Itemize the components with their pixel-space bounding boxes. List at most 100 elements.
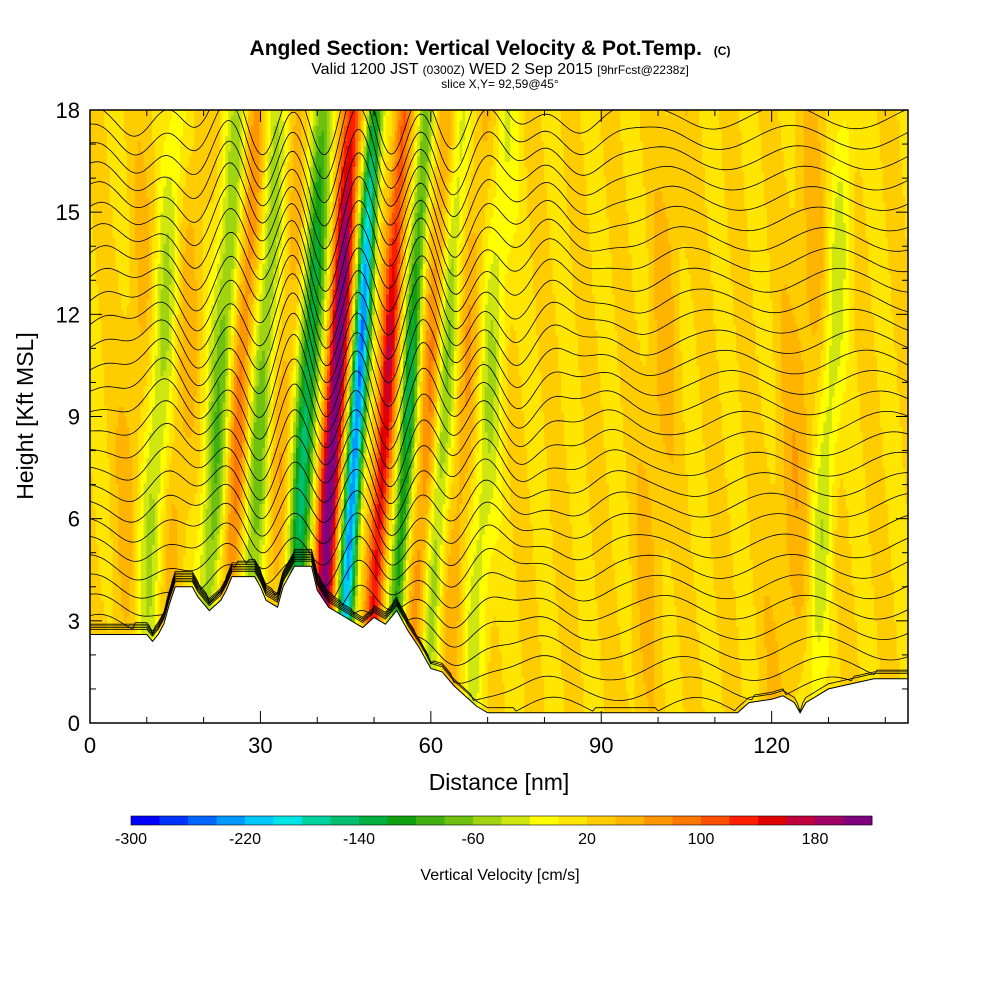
velocity-cell	[532, 651, 537, 658]
velocity-cell	[733, 646, 737, 653]
velocity-cell	[594, 702, 599, 709]
velocity-cell	[687, 641, 692, 647]
velocity-cell	[865, 641, 870, 647]
velocity-cell	[654, 677, 658, 683]
velocity-cell	[682, 671, 686, 678]
velocity-cell	[642, 687, 647, 693]
velocity-cell	[761, 682, 765, 688]
velocity-cell	[758, 656, 762, 663]
velocity-cell	[577, 646, 582, 653]
velocity-cell	[530, 671, 534, 678]
velocity-cell	[885, 651, 889, 658]
velocity-cell	[834, 661, 839, 668]
velocity-cell	[549, 641, 554, 647]
velocity-cell	[566, 651, 571, 658]
velocity-cell	[597, 707, 602, 714]
velocity-cell	[552, 641, 557, 647]
velocity-cell	[558, 687, 562, 693]
velocity-cell	[899, 646, 903, 653]
velocity-cell	[479, 697, 483, 704]
velocity-cell	[479, 677, 483, 683]
velocity-cell	[851, 636, 856, 642]
velocity-cell	[809, 646, 813, 653]
velocity-cell	[905, 661, 908, 668]
velocity-cell	[690, 656, 695, 663]
velocity-cell	[806, 682, 810, 688]
velocity-cell	[453, 682, 458, 688]
velocity-cell	[724, 697, 729, 704]
velocity-cell	[893, 636, 898, 642]
velocity-cell	[792, 651, 796, 658]
velocity-cell	[549, 687, 554, 693]
velocity-cell	[558, 697, 562, 704]
velocity-cell	[772, 641, 777, 647]
velocity-cell	[617, 636, 621, 642]
velocity-cell	[781, 661, 785, 668]
velocity-cell	[465, 646, 469, 653]
velocity-cell	[583, 682, 588, 688]
velocity-cell	[555, 661, 559, 668]
velocity-cell	[814, 666, 819, 673]
velocity-cell	[640, 697, 644, 704]
velocity-cell	[687, 707, 692, 714]
velocity-cell	[769, 677, 774, 683]
velocity-cell	[490, 671, 494, 678]
velocity-cell	[634, 707, 638, 714]
velocity-cell	[479, 671, 483, 678]
velocity-cell	[561, 651, 565, 658]
velocity-cell	[561, 682, 565, 688]
velocity-cell	[473, 692, 478, 699]
velocity-cell	[781, 656, 785, 663]
velocity-cell	[535, 677, 540, 683]
velocity-cell	[789, 671, 793, 678]
velocity-cell	[532, 641, 537, 647]
velocity-cell	[634, 646, 638, 653]
velocity-cell	[623, 646, 627, 653]
velocity-cell	[857, 661, 861, 668]
velocity-cell	[823, 646, 827, 653]
velocity-cell	[487, 671, 492, 678]
velocity-cell	[687, 697, 692, 704]
velocity-cell	[501, 671, 506, 678]
velocity-cell	[693, 656, 698, 663]
velocity-cell	[561, 687, 565, 693]
velocity-cell	[730, 707, 734, 714]
velocity-cell	[465, 661, 469, 668]
velocity-cell	[487, 692, 492, 699]
velocity-cell	[538, 636, 542, 642]
velocity-cell	[129, 631, 133, 637]
velocity-cell	[490, 641, 494, 647]
velocity-cell	[851, 646, 856, 653]
velocity-cell	[750, 692, 754, 699]
velocity-cell	[781, 671, 785, 678]
velocity-cell	[840, 666, 844, 673]
velocity-cell	[549, 697, 554, 704]
velocity-cell	[640, 636, 644, 642]
velocity-cell	[623, 682, 627, 688]
velocity-cell	[614, 656, 619, 663]
velocity-cell	[693, 677, 698, 683]
velocity-cell	[569, 697, 573, 704]
velocity-cell	[527, 671, 531, 678]
velocity-cell	[876, 666, 881, 673]
velocity-cell	[868, 646, 872, 653]
velocity-cell	[778, 641, 782, 647]
velocity-cell	[524, 651, 528, 658]
velocity-cell	[467, 636, 472, 642]
velocity-cell	[597, 641, 602, 647]
velocity-cell	[837, 656, 841, 663]
velocity-cell	[473, 651, 478, 658]
velocity-cell	[594, 671, 599, 678]
velocity-cell	[614, 671, 619, 678]
velocity-cell	[628, 692, 633, 699]
velocity-cell	[451, 636, 455, 642]
velocity-cell	[628, 646, 633, 653]
velocity-cell	[699, 641, 703, 647]
velocity-cell	[690, 677, 695, 683]
velocity-cell	[829, 641, 833, 647]
velocity-cell	[741, 661, 745, 668]
velocity-cell	[820, 636, 824, 642]
velocity-cell	[620, 641, 624, 647]
velocity-cell	[778, 661, 782, 668]
velocity-cell	[513, 661, 517, 668]
